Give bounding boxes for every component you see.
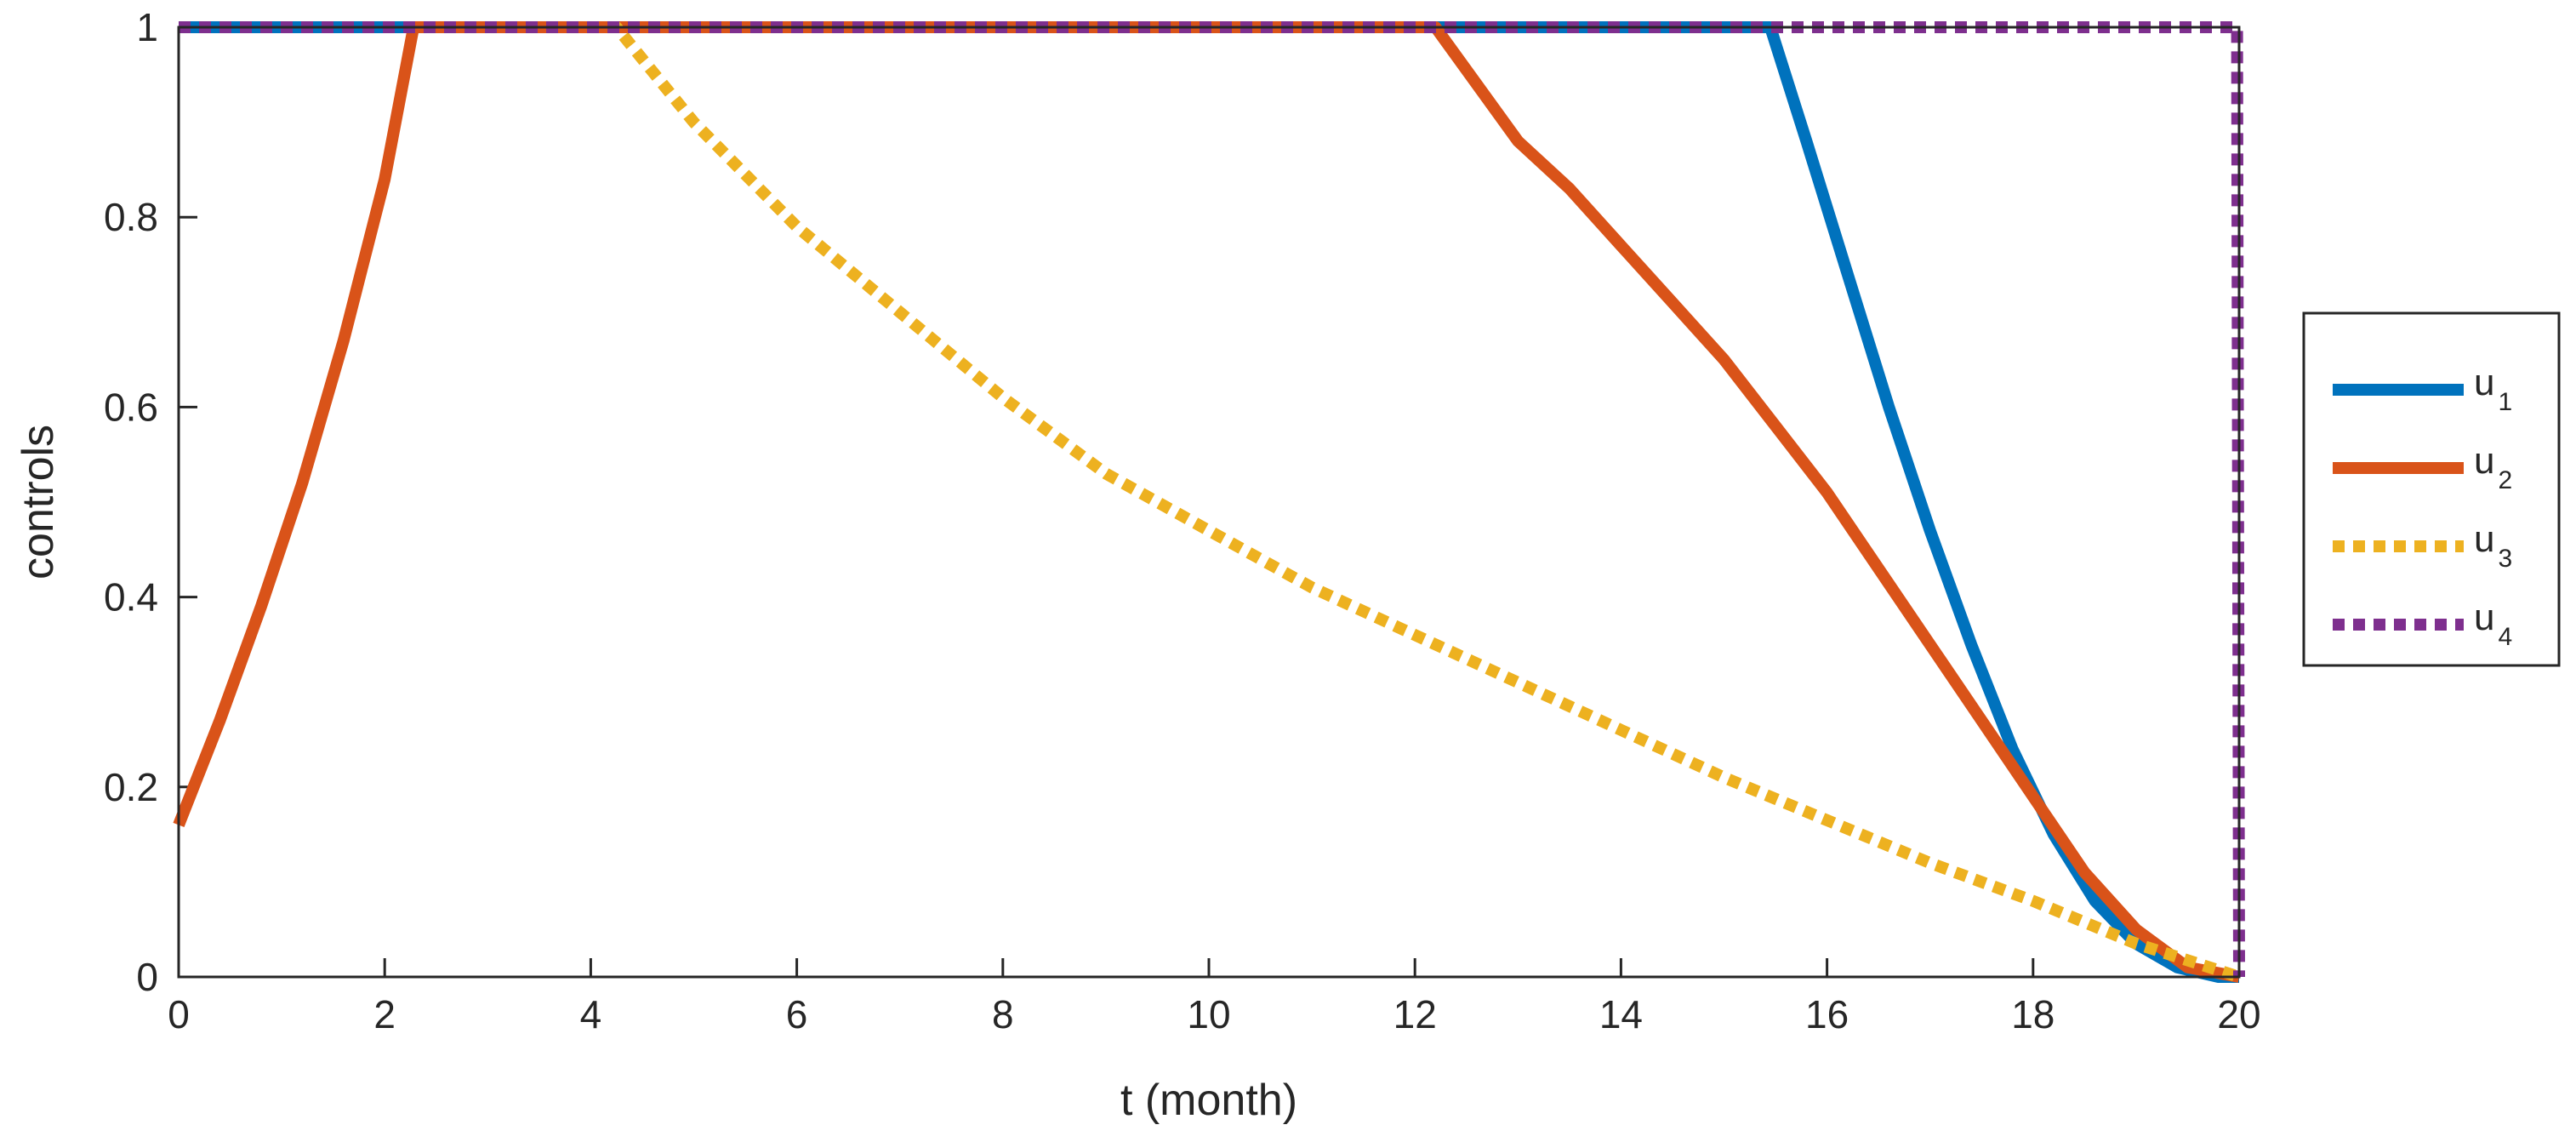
y-tick-label: 0.6 [104, 385, 158, 429]
x-tick-label: 4 [580, 992, 602, 1036]
legend: u 1u 2u 3u 4 [2302, 311, 2561, 667]
x-tick-label: 18 [2011, 992, 2055, 1036]
x-tick-label: 2 [373, 992, 396, 1036]
series-line-u3 [179, 21, 2242, 983]
x-tick-label: 16 [1805, 992, 1849, 1036]
y-tick-label: 0.2 [104, 765, 158, 809]
legend-subscript: 4 [2498, 623, 2512, 651]
legend-subscript: 2 [2498, 466, 2512, 494]
x-axis-label: t (month) [1120, 1076, 1297, 1125]
legend-name: u [2474, 362, 2494, 403]
legend-subscript: 3 [2498, 545, 2512, 573]
series-line-u2 [173, 21, 2241, 983]
series-group [173, 21, 2245, 983]
x-tick-label: 8 [992, 992, 1014, 1036]
legend-name: u [2474, 597, 2494, 638]
legend-subscript: 1 [2498, 388, 2512, 416]
x-tick-label: 6 [786, 992, 808, 1036]
y-tick-label: 0 [136, 955, 158, 999]
x-tick-label: 14 [1599, 992, 1643, 1036]
y-tick-label: 1 [136, 5, 158, 49]
y-tick-label: 0.4 [104, 575, 158, 620]
series-line-u1 [179, 21, 2239, 983]
y-axis-label: controls [14, 425, 63, 580]
x-tick-label: 10 [1187, 992, 1230, 1036]
legend-box [2302, 311, 2561, 667]
x-tick-labels: 0 2 4 6 8 10 12 14 16 18 20 [168, 992, 2260, 1036]
y-tick-label: 0.8 [104, 195, 158, 239]
x-tick-label: 0 [168, 992, 190, 1036]
axes-box [177, 26, 2241, 979]
x-tick-label: 12 [1393, 992, 1437, 1036]
x-tick-label: 20 [2217, 992, 2260, 1036]
y-tick-labels: 0 0.2 0.4 0.6 0.8 1 [104, 5, 158, 999]
legend-name: u [2474, 518, 2494, 560]
legend-name: u [2474, 440, 2494, 482]
